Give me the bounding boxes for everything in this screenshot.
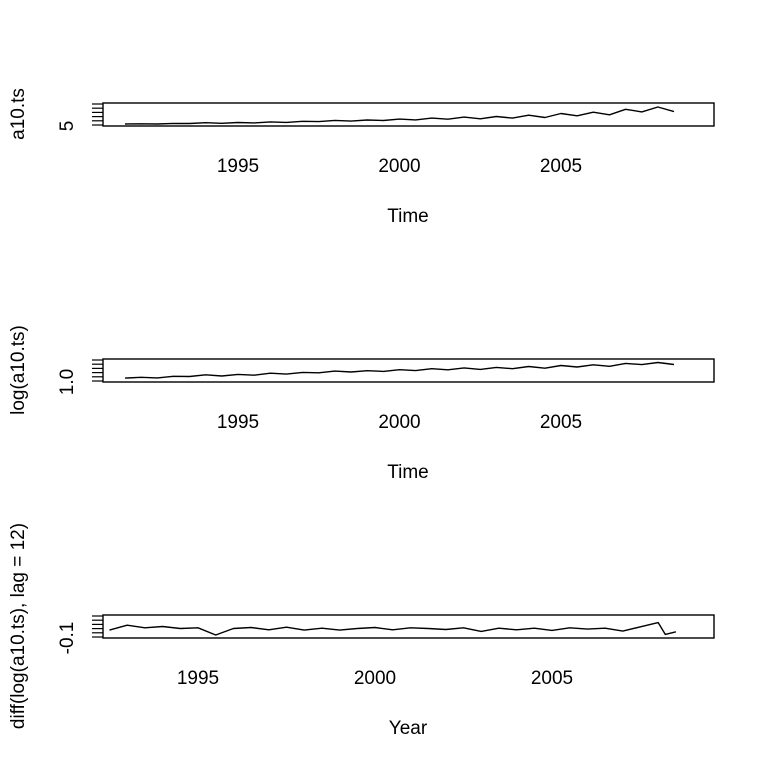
plot-frame-diff [102, 614, 715, 639]
x-axis-title-log: Time [387, 462, 429, 483]
x-tick-label: 1995 [177, 668, 219, 689]
x-tick-label: 1995 [217, 412, 259, 433]
x-tick-label: 2005 [540, 412, 582, 433]
y-axis-title-a10: a10.ts [8, 88, 29, 140]
x-tick-label: 2005 [540, 156, 582, 177]
x-axis-title-a10: Time [387, 206, 429, 227]
series-group-a10 [124, 106, 675, 125]
x-ticks-diff: 1995 2000 2005 [177, 668, 573, 689]
x-tick-label: 2000 [378, 156, 420, 177]
plot-frame-log [102, 358, 715, 383]
x-tick-label: 2000 [354, 668, 396, 689]
y-ticks-a10: 5 [57, 103, 103, 132]
y-axis-title-diff: diff(log(a10.ts), lag = 12) [8, 523, 29, 729]
x-axis-title-diff: Year [389, 718, 428, 739]
series-group-log [124, 361, 675, 379]
plot-frame-a10 [102, 102, 715, 127]
y-ticks-diff: -0.1 [57, 615, 103, 655]
x-tick-label: 1995 [217, 156, 259, 177]
x-tick-label: 2005 [531, 668, 573, 689]
x-tick-label: 2000 [378, 412, 420, 433]
panel-log: 1.0 1995 2000 2005 Time log(a10.ts) [8, 325, 715, 483]
y-axis-title-log: log(a10.ts) [8, 325, 29, 415]
panel-diff: -0.1 1995 2000 2005 Year diff(log(a10.ts),… [8, 523, 715, 739]
x-ticks-a10: 1995 2000 2005 [217, 156, 582, 177]
y-tick-label: 5 [57, 121, 78, 132]
series-line-a10 [124, 106, 675, 125]
series-group-diff [109, 621, 677, 636]
panel-a10: 5 1995 2000 2005 Time a10.ts [8, 88, 715, 227]
y-tick-label: 1.0 [57, 369, 78, 395]
series-line-log [124, 361, 675, 379]
series-line-diff [109, 621, 677, 636]
x-ticks-log: 1995 2000 2005 [217, 412, 582, 433]
y-ticks-log: 1.0 [57, 359, 103, 395]
y-tick-label: -0.1 [57, 622, 78, 655]
